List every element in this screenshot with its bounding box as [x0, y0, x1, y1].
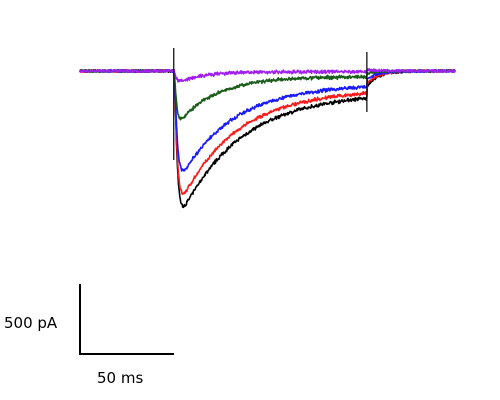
current-trace-3: [79, 68, 456, 172]
traces-group: [79, 48, 456, 209]
current-trace-5: [79, 68, 456, 83]
current-trace-4: [79, 68, 456, 121]
scale-bar: 500 pA 50 ms: [4, 284, 174, 387]
current-trace-2: [79, 68, 456, 195]
x-scale-label: 50 ms: [97, 369, 143, 387]
y-scale-label: 500 pA: [4, 314, 58, 332]
current-trace-1: [79, 68, 456, 209]
